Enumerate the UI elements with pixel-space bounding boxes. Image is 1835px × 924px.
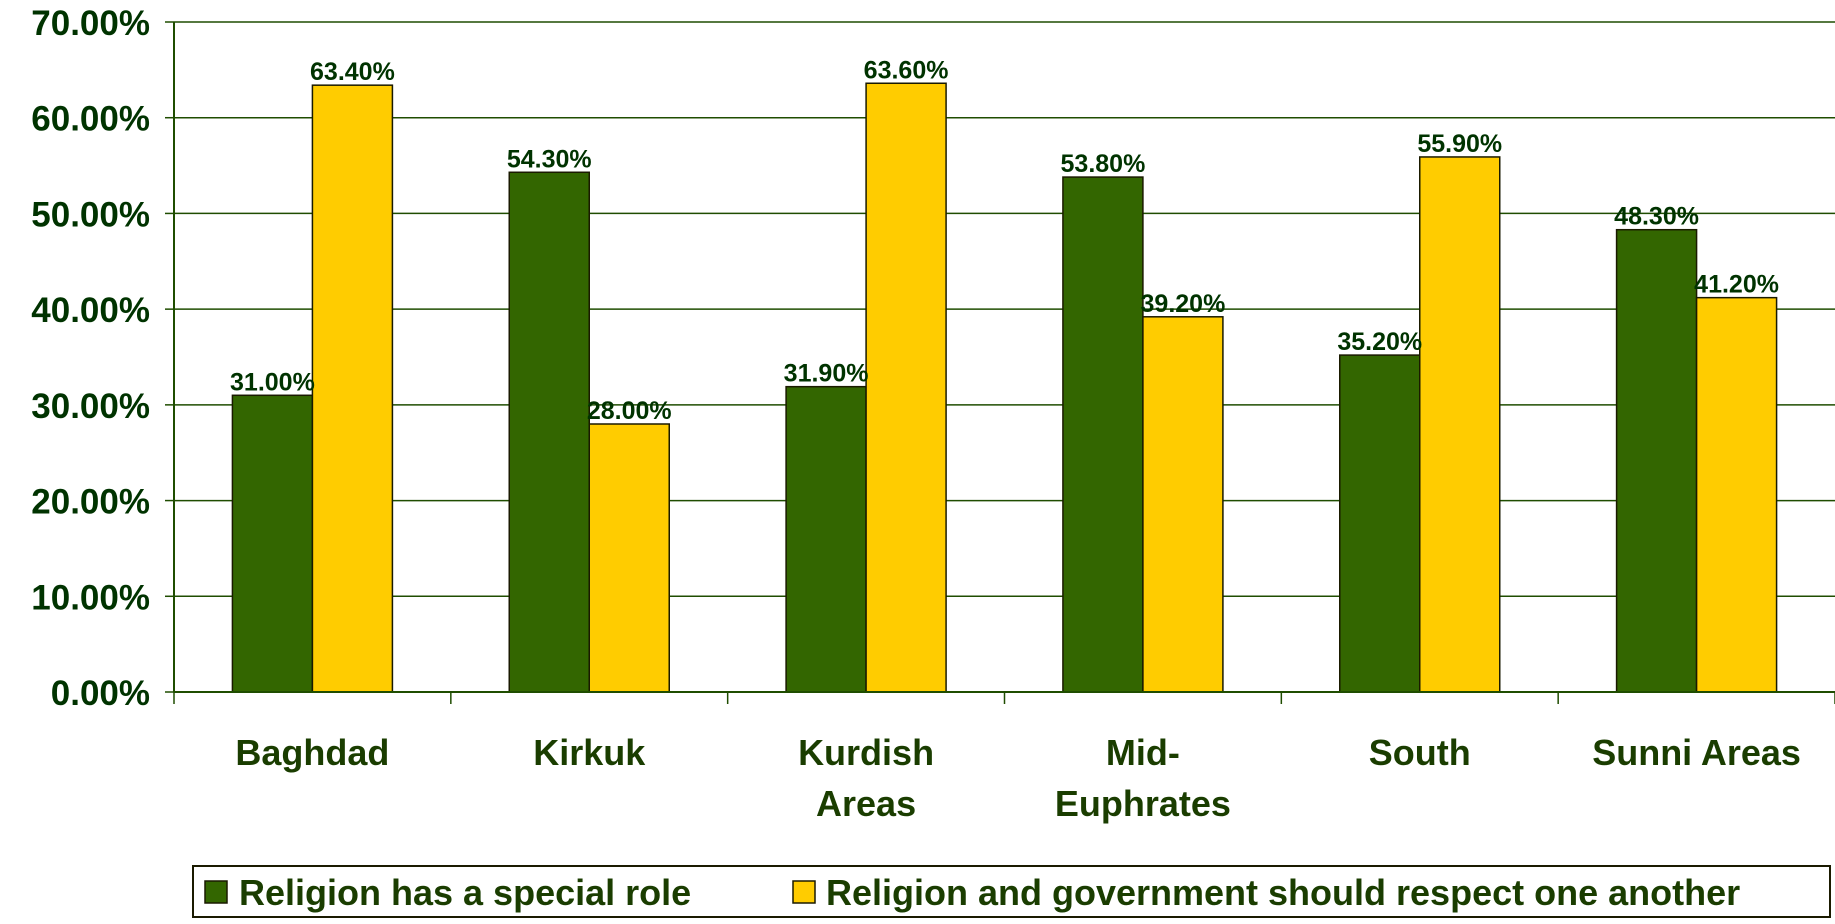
data-label: 54.30% [507,145,592,173]
data-label: 35.20% [1337,328,1422,356]
y-tick-label: 60.00% [31,100,150,139]
y-tick-label: 0.00% [51,674,150,713]
bar-special-role [508,171,590,693]
bar-special-role [1062,176,1144,693]
bar-respect-one-another [1419,156,1501,693]
data-label: 48.30% [1614,203,1699,231]
legend-label: Religion has a special role [239,872,691,913]
data-label: 53.80% [1061,150,1146,178]
bar-special-role [785,385,867,693]
axes [165,21,1835,704]
bar-respect-one-another [311,84,394,693]
data-label: 63.60% [864,56,949,84]
data-label: 63.40% [310,58,395,86]
x-category-label: Areas [816,783,916,824]
bar-respect-one-another [1695,296,1778,693]
legend-swatch [204,880,228,904]
legend: Religion has a special role Religion and … [192,865,1831,918]
bar-respect-one-another [865,82,947,693]
y-axis-tick-labels: 0.00% 10.00% 20.00% 30.00% 40.00% 50.00% 60.00… [31,4,150,713]
data-label: 39.20% [1141,290,1226,318]
gridlines [174,21,1835,598]
bars [231,82,1778,693]
bar-special-role [1339,354,1421,693]
bar-special-role [231,394,314,693]
bar-respect-one-another [1142,316,1224,693]
data-label: 31.00% [230,368,315,396]
y-tick-label: 50.00% [31,195,150,234]
x-category-label: Kirkuk [533,732,646,773]
x-category-label: Sunni Areas [1592,732,1801,773]
data-labels: 31.00% 63.40% 54.30% 28.00% 31.90% 63.60% 53.8… [230,56,1779,425]
x-category-label: Baghdad [235,732,389,773]
data-label: 28.00% [587,397,672,425]
legend-box [192,865,1831,918]
legend-label: Religion and government should respect o… [826,872,1740,913]
data-label: 55.90% [1417,130,1502,158]
y-tick-label: 40.00% [31,291,150,330]
bar-special-role [1615,228,1698,693]
x-category-label: Euphrates [1055,783,1231,824]
x-category-label: Mid- [1106,732,1180,773]
y-tick-label: 10.00% [31,578,150,617]
x-category-label: South [1369,732,1471,773]
y-tick-label: 20.00% [31,483,150,522]
y-tick-label: 30.00% [31,387,150,426]
legend-swatch [792,880,816,904]
bar-respect-one-another [588,423,670,693]
data-label: 41.20% [1694,271,1779,299]
data-label: 31.90% [784,360,869,388]
y-tick-label: 70.00% [31,4,150,43]
x-axis-category-labels: Baghdad Kirkuk Kurdish Areas Mid- Euphrates So… [235,732,1801,824]
x-category-label: Kurdish [798,732,934,773]
